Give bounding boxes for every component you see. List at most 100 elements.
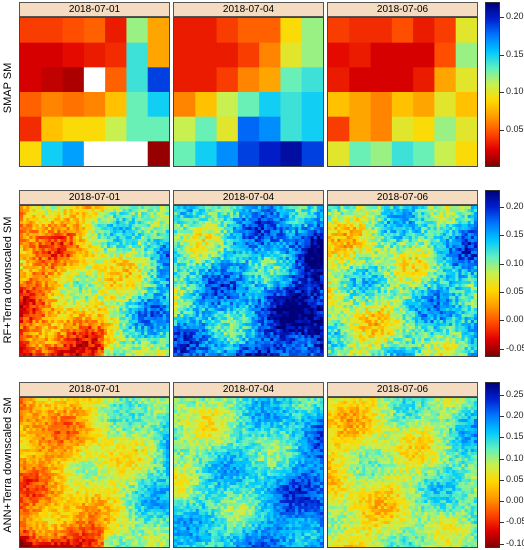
field-cell — [310, 245, 315, 249]
field-cell — [20, 329, 24, 333]
field-cell — [298, 344, 302, 348]
field-cell — [288, 269, 293, 273]
field-cell — [60, 230, 64, 234]
field-cell — [106, 296, 111, 300]
field-cell — [35, 236, 40, 240]
field-cell — [35, 230, 40, 234]
field-cell — [201, 272, 206, 276]
field-cell — [103, 323, 108, 327]
field-cell — [131, 353, 136, 356]
field-cell — [60, 257, 64, 261]
smap-cell — [349, 42, 372, 68]
field-cell — [137, 353, 142, 356]
field-cell — [229, 344, 234, 348]
field-cell — [97, 305, 102, 309]
field-cell — [220, 206, 225, 210]
field-cell — [131, 296, 136, 300]
field-cell — [180, 308, 184, 312]
field-cell — [220, 350, 225, 354]
field-cell — [137, 206, 142, 210]
field-cell — [174, 281, 178, 285]
field-cell — [85, 260, 89, 264]
field-cell — [174, 236, 178, 240]
field-cell — [72, 329, 77, 333]
field-cell — [162, 245, 167, 249]
field-cell — [245, 323, 249, 327]
field-cell — [267, 266, 271, 270]
field-cell — [254, 353, 259, 356]
field-cell — [304, 281, 308, 285]
field-cell — [159, 329, 164, 333]
field-cell — [226, 242, 231, 246]
field-cell — [20, 254, 24, 258]
field-cell — [57, 269, 61, 273]
field-cell — [38, 326, 43, 330]
field-cell — [214, 242, 218, 246]
field-cell — [26, 215, 30, 219]
field-cell — [51, 287, 55, 291]
field-cell — [137, 260, 142, 264]
field-cell — [276, 326, 280, 330]
field-cell — [177, 248, 181, 252]
field-cell — [60, 206, 64, 210]
field-cell — [88, 272, 92, 276]
field-cell — [257, 278, 262, 282]
field-cell — [248, 299, 252, 303]
field-cell — [44, 221, 49, 225]
field-cell — [88, 323, 92, 327]
field-cell — [295, 221, 299, 225]
field-cell — [270, 347, 274, 351]
field-cell — [313, 347, 318, 351]
field-cell — [72, 215, 77, 219]
field-cell — [248, 332, 252, 336]
field-cell — [201, 311, 206, 315]
field-cell — [276, 233, 280, 237]
field-cell — [189, 242, 194, 246]
field-cell — [285, 323, 290, 327]
field-cell — [301, 245, 305, 249]
field-cell — [75, 326, 80, 330]
field-cell — [270, 284, 274, 288]
field-cell — [295, 206, 299, 210]
field-cell — [232, 284, 237, 288]
field-cell — [248, 251, 252, 255]
field-cell — [128, 272, 133, 276]
field-cell — [54, 224, 58, 228]
field-cell — [270, 305, 274, 309]
field-cell — [119, 308, 123, 312]
field-cell — [156, 314, 161, 318]
field-cell — [214, 281, 218, 285]
field-cell — [20, 314, 24, 318]
field-cell — [254, 311, 259, 315]
field-cell — [310, 251, 315, 255]
field-cell — [97, 311, 102, 315]
field-cell — [254, 302, 259, 306]
field-cell — [232, 335, 237, 339]
field-cell — [100, 290, 105, 294]
field-cell — [285, 215, 290, 219]
field-cell — [217, 284, 221, 288]
field-cell — [239, 212, 243, 216]
field-cell — [110, 269, 114, 273]
field-cell — [223, 347, 228, 351]
field-cell — [288, 287, 293, 291]
field-cell — [54, 302, 58, 306]
field-cell — [273, 245, 277, 249]
field-cell — [26, 242, 30, 246]
field-cell — [125, 245, 130, 249]
smap-cell — [20, 42, 42, 68]
field-cell — [304, 224, 308, 228]
field-cell — [32, 278, 36, 282]
field-cell — [251, 293, 256, 297]
field-cell — [32, 209, 36, 213]
field-cell — [270, 254, 274, 258]
field-cell — [307, 209, 311, 213]
field-cell — [131, 245, 136, 249]
field-cell — [214, 233, 218, 237]
field-cell — [110, 332, 114, 336]
field-cell — [245, 233, 249, 237]
field-cell — [44, 302, 49, 306]
field-cell — [260, 332, 265, 336]
field-cell — [236, 239, 240, 243]
field-cell — [205, 335, 209, 339]
